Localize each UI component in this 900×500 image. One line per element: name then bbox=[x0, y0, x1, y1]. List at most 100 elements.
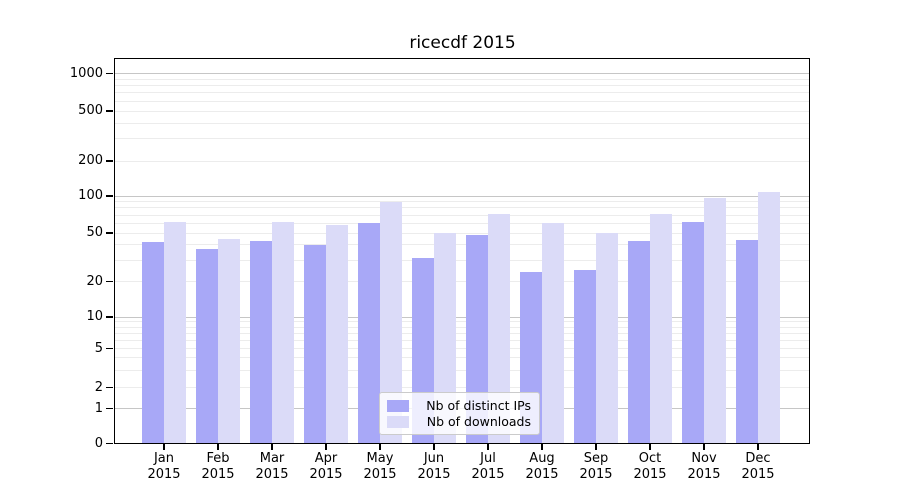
x-tick-year: 2015 bbox=[471, 466, 505, 482]
legend-label: Nb of distinct IPs bbox=[426, 398, 531, 413]
y-tick-mark-10 bbox=[106, 316, 113, 318]
x-tick-year: 2015 bbox=[417, 466, 451, 482]
x-tick-mark-sep bbox=[595, 444, 597, 450]
gridline-2 bbox=[113, 387, 810, 388]
y-tick-label-0: 0 bbox=[94, 435, 103, 451]
gridline-700 bbox=[113, 92, 810, 94]
y-tick-mark-0 bbox=[106, 442, 113, 445]
x-tick-mark-may bbox=[379, 444, 381, 450]
gridline-9 bbox=[113, 321, 810, 323]
legend-swatch-icon bbox=[387, 415, 409, 428]
legend-item-distinct-ips: Nb of distinct IPs bbox=[387, 398, 531, 413]
gridline-6 bbox=[113, 339, 810, 341]
x-tick-month: Feb bbox=[206, 451, 230, 466]
bar-distinct-ips-apr bbox=[304, 244, 326, 444]
x-tick-month: Sep bbox=[583, 451, 609, 466]
bar-distinct-ips-jul bbox=[466, 235, 488, 444]
gridline-60 bbox=[113, 222, 810, 224]
bar-distinct-ips-sep bbox=[574, 269, 596, 444]
x-tick-label-sep: Sep 2015 bbox=[561, 451, 631, 482]
gridline-3 bbox=[113, 369, 810, 371]
x-tick-mark-jan bbox=[163, 444, 165, 450]
x-tick-mark-jul bbox=[487, 444, 489, 450]
chart-title: ricecdf 2015 bbox=[409, 33, 516, 53]
x-tick-label-oct: Oct 2015 bbox=[615, 451, 685, 482]
x-tick-year: 2015 bbox=[525, 466, 559, 482]
legend-item-downloads: Nb of downloads bbox=[387, 414, 531, 429]
bar-downloads-feb bbox=[218, 238, 240, 444]
y-tick-label-2: 2 bbox=[94, 379, 103, 395]
x-tick-year: 2015 bbox=[633, 466, 667, 482]
gridline-30 bbox=[113, 259, 810, 261]
bar-downloads-jun bbox=[434, 233, 456, 444]
gridline-70 bbox=[113, 214, 810, 216]
bar-distinct-ips-feb bbox=[196, 248, 218, 444]
bar-distinct-ips-jan bbox=[142, 242, 164, 444]
gridline-90 bbox=[113, 201, 810, 203]
x-tick-label-may: May 2015 bbox=[345, 451, 415, 482]
gridline-400 bbox=[113, 122, 810, 124]
gridline-4 bbox=[113, 357, 810, 359]
x-tick-month: Mar bbox=[259, 451, 285, 466]
bar-distinct-ips-dec bbox=[736, 239, 758, 444]
y-tick-mark-2 bbox=[106, 386, 113, 389]
x-tick-label-feb: Feb 2015 bbox=[183, 451, 253, 482]
bar-distinct-ips-mar bbox=[250, 240, 272, 444]
x-tick-year: 2015 bbox=[687, 466, 721, 482]
bar-downloads-mar bbox=[272, 221, 294, 444]
gridline-50 bbox=[113, 232, 810, 234]
gridline-40 bbox=[113, 244, 810, 246]
x-tick-month: Jul bbox=[480, 451, 496, 466]
gridline-300 bbox=[113, 138, 810, 140]
bar-distinct-ips-oct bbox=[628, 240, 650, 444]
legend-label: Nb of downloads bbox=[426, 414, 531, 429]
legend-swatch-icon bbox=[387, 399, 409, 412]
x-tick-year: 2015 bbox=[201, 466, 235, 482]
bar-distinct-ips-nov bbox=[682, 222, 704, 444]
gridline-20 bbox=[113, 281, 810, 282]
gridline-5 bbox=[113, 348, 810, 349]
x-tick-month: May bbox=[366, 451, 394, 466]
bar-downloads-nov bbox=[704, 197, 726, 444]
x-tick-mark-feb bbox=[217, 444, 219, 450]
x-tick-year: 2015 bbox=[147, 466, 181, 482]
y-tick-mark-5 bbox=[106, 347, 113, 350]
y-tick-mark-200 bbox=[106, 160, 113, 162]
y-tick-label-10: 10 bbox=[86, 309, 103, 324]
x-tick-year: 2015 bbox=[363, 466, 397, 482]
y-tick-mark-100 bbox=[106, 195, 113, 197]
x-tick-mark-dec bbox=[757, 444, 759, 450]
y-tick-label-200: 200 bbox=[78, 153, 103, 168]
x-tick-year: 2015 bbox=[741, 466, 775, 482]
x-tick-mark-mar bbox=[271, 444, 273, 450]
gridline-7 bbox=[113, 332, 810, 334]
bar-downloads-oct bbox=[650, 214, 672, 444]
gridline-10 bbox=[113, 316, 810, 318]
x-tick-month: Jan bbox=[153, 451, 175, 466]
x-tick-year: 2015 bbox=[309, 466, 343, 482]
x-tick-label-aug: Aug 2015 bbox=[507, 451, 577, 482]
x-tick-label-mar: Mar 2015 bbox=[237, 451, 307, 482]
x-tick-mark-aug bbox=[541, 444, 543, 450]
x-tick-label-jan: Jan 2015 bbox=[129, 451, 199, 482]
x-tick-label-apr: Apr 2015 bbox=[291, 451, 361, 482]
x-tick-mark-jun bbox=[433, 444, 435, 450]
y-tick-label-1000: 1000 bbox=[69, 65, 103, 81]
gridline-200 bbox=[113, 160, 810, 162]
gridline-900 bbox=[113, 78, 810, 80]
bar-downloads-apr bbox=[326, 225, 348, 444]
gridline-80 bbox=[113, 207, 810, 209]
legend: Nb of distinct IPs Nb of downloads bbox=[379, 392, 540, 435]
x-tick-mark-nov bbox=[703, 444, 705, 450]
y-tick-label-100: 100 bbox=[78, 188, 103, 203]
x-tick-label-nov: Nov 2015 bbox=[669, 451, 739, 482]
y-tick-label-20: 20 bbox=[86, 273, 103, 289]
gridline-8 bbox=[113, 326, 810, 328]
x-tick-month: Apr bbox=[314, 451, 338, 466]
x-tick-mark-oct bbox=[649, 444, 651, 450]
bar-downloads-jul bbox=[488, 214, 510, 444]
bar-downloads-jan bbox=[164, 221, 186, 444]
bar-downloads-aug bbox=[542, 223, 564, 444]
plot-area bbox=[113, 58, 810, 444]
